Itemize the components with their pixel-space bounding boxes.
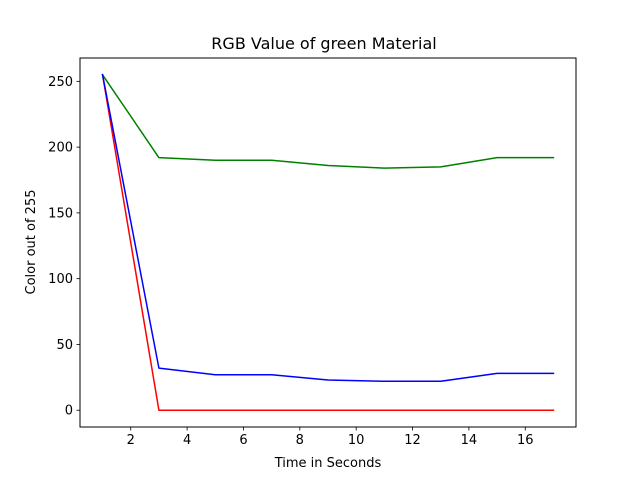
y-tick-label: 50 bbox=[56, 338, 73, 353]
x-axis-ticks: 2 4 6 8 10 12 14 16 bbox=[127, 427, 534, 448]
y-tick-label: 0 bbox=[65, 404, 73, 419]
y-axis-label: Color out of 255 bbox=[24, 190, 39, 295]
chart-title: RGB Value of green Material bbox=[211, 34, 436, 53]
y-tick-label: 150 bbox=[48, 206, 73, 221]
x-tick-label: 12 bbox=[404, 433, 421, 448]
x-tick-label: 10 bbox=[348, 433, 365, 448]
plot-frame bbox=[79, 57, 577, 428]
y-tick-label: 100 bbox=[48, 272, 73, 287]
x-tick-label: 14 bbox=[461, 433, 478, 448]
series-line-1 bbox=[101, 73, 555, 169]
series-layer bbox=[101, 73, 555, 411]
x-tick-label: 8 bbox=[296, 433, 304, 448]
series-line-2 bbox=[101, 73, 555, 383]
x-tick-label: 4 bbox=[183, 433, 191, 448]
series-line-0 bbox=[101, 73, 555, 411]
x-axis-label: Time in Seconds bbox=[274, 456, 382, 471]
y-tick-label: 200 bbox=[48, 141, 73, 156]
y-axis-ticks: 0 50 100 150 200 250 bbox=[48, 75, 80, 419]
y-tick-label: 250 bbox=[48, 75, 73, 90]
x-tick-label: 16 bbox=[517, 433, 534, 448]
x-tick-label: 6 bbox=[239, 433, 247, 448]
x-tick-label: 2 bbox=[127, 433, 135, 448]
